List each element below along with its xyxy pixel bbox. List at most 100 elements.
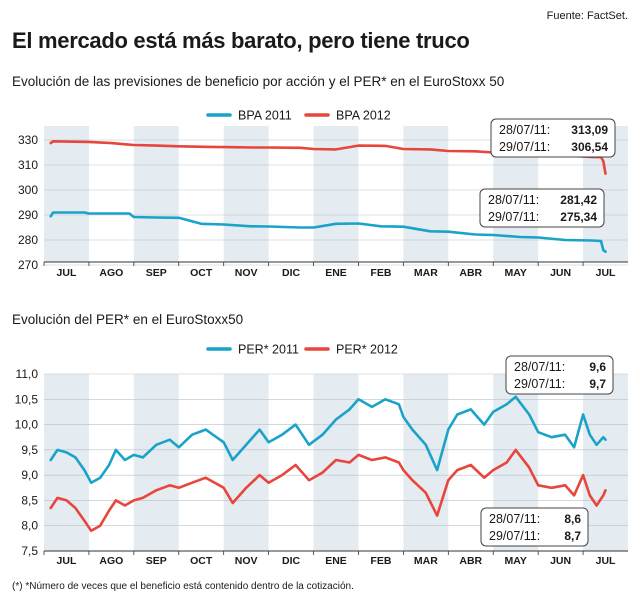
y-tick-label: 11,0 [16, 367, 39, 381]
annotation-date: 29/07/11: [488, 210, 539, 224]
data-point [573, 494, 575, 497]
data-point [335, 222, 337, 225]
annotation-value: 9,6 [589, 360, 606, 374]
data-point [492, 411, 495, 413]
data-point [357, 222, 360, 225]
data-point [357, 454, 360, 456]
x-tick-label: JUN [550, 267, 571, 279]
y-tick-label: 300 [18, 183, 38, 197]
month-band [44, 374, 89, 551]
data-point [505, 461, 508, 464]
data-point [168, 438, 171, 441]
data-point [200, 222, 203, 225]
data-point [591, 239, 593, 242]
data-point [348, 408, 351, 411]
data-point [384, 456, 387, 459]
y-tick-label: 290 [18, 208, 38, 222]
data-point [83, 469, 86, 471]
annotation-box [480, 507, 589, 547]
month-band [313, 374, 359, 551]
annotation-box [490, 118, 616, 158]
data-point [436, 469, 438, 471]
data-point [133, 499, 135, 502]
annotation-date: 28/07/11: [488, 193, 539, 207]
data-point [456, 413, 459, 416]
data-point [133, 216, 135, 218]
x-tick-label: JUL [57, 267, 77, 279]
data-point [209, 146, 212, 148]
data-point [357, 398, 360, 401]
data-point [602, 436, 605, 439]
data-point [281, 433, 283, 436]
data-point [371, 459, 373, 461]
data-point [90, 481, 92, 484]
data-point [402, 225, 405, 228]
data-point [133, 144, 135, 146]
x-tick-label: ABR [459, 555, 482, 567]
data-point [52, 140, 54, 143]
data-point [564, 239, 566, 241]
annotation-value: 8,7 [564, 529, 581, 543]
data-point [74, 507, 77, 509]
data-point [128, 212, 131, 215]
data-point [249, 225, 252, 228]
data-point [168, 484, 171, 487]
data-point [299, 226, 301, 229]
data-point [492, 469, 495, 471]
data-point [204, 476, 207, 479]
x-tick-label: ENE [325, 267, 347, 279]
data-point [231, 459, 234, 461]
data-point [245, 444, 247, 446]
data-point [384, 398, 387, 401]
x-tick-label: MAY [505, 555, 527, 567]
data-point [604, 489, 607, 492]
annotation-value: 281,42 [560, 193, 597, 207]
data-point [191, 433, 194, 436]
data-point [335, 148, 337, 151]
data-point [155, 444, 158, 446]
x-tick-label: JUN [550, 555, 571, 567]
data-point [65, 451, 68, 454]
annotation-value: 275,34 [560, 210, 597, 224]
data-point [519, 236, 521, 238]
data-point [348, 461, 351, 464]
data-point [90, 529, 92, 532]
data-point [604, 250, 607, 253]
data-point [528, 466, 530, 469]
x-tick-label: OCT [190, 267, 213, 279]
data-point [222, 486, 225, 489]
data-point [222, 223, 225, 226]
data-point [142, 497, 144, 499]
data-point [65, 499, 68, 502]
data-point [142, 456, 144, 459]
data-point [582, 474, 584, 476]
x-tick-label: ABR [459, 267, 482, 279]
data-point [604, 172, 607, 175]
data-point [321, 471, 324, 474]
data-point [469, 464, 472, 466]
data-point [99, 524, 101, 527]
data-point [483, 423, 486, 426]
x-tick-label: NOV [235, 267, 258, 279]
y-tick-label: 330 [18, 133, 38, 147]
month-band [133, 374, 179, 551]
month-band [44, 126, 89, 262]
data-point [312, 148, 315, 150]
data-point [447, 479, 450, 482]
data-point [402, 148, 405, 150]
data-point [514, 449, 517, 451]
data-point [582, 413, 584, 416]
data-point [514, 395, 517, 398]
data-point [411, 428, 414, 431]
data-point [537, 236, 539, 239]
data-point [595, 444, 598, 446]
y-tick-label: 270 [18, 258, 38, 272]
data-point [308, 479, 310, 482]
legend-label: PER* 2012 [336, 343, 398, 357]
data-point [429, 230, 432, 233]
data-point [589, 494, 591, 497]
month-band [223, 374, 269, 551]
data-point [589, 433, 591, 436]
legend-label: PER* 2011 [238, 343, 299, 357]
